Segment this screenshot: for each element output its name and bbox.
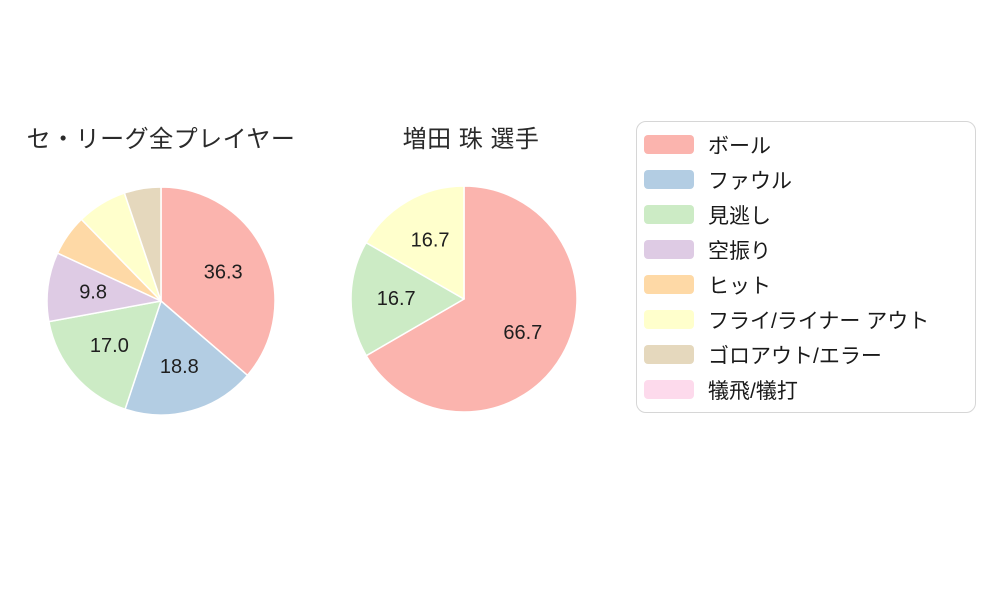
legend-swatch: [644, 135, 694, 154]
legend-item: ボール: [637, 127, 975, 162]
legend-item: ゴロアウト/エラー: [637, 337, 975, 372]
legend-item-label: ボール: [708, 134, 771, 158]
pie-slice-1-0: [365, 185, 578, 413]
legend-item: ヒット: [637, 267, 975, 302]
pie-chart-right: 66.7 16.7 16.7: [350, 185, 578, 413]
legend-swatch: [644, 380, 694, 399]
pie-value-label: 18.8: [160, 356, 199, 378]
legend-item: ファウル: [637, 162, 975, 197]
legend-item: 空振り: [637, 232, 975, 267]
chart-title-left: セ・リーグ全プレイヤー: [26, 126, 296, 153]
legend-swatch: [644, 310, 694, 329]
pie-slice-0-2: [48, 300, 162, 410]
pie-value-label: 16.7: [377, 288, 416, 310]
legend-item-label: フライ/ライナー アウト: [708, 309, 930, 333]
legend-swatch: [644, 240, 694, 259]
legend-swatch: [644, 345, 694, 364]
pie-slice-0-6: [123, 186, 162, 302]
pie-slice-0-0: [160, 186, 276, 377]
pie-value-label: 16.7: [411, 229, 450, 251]
pie-slice-1-1: [350, 241, 465, 357]
legend-item-label: ヒット: [708, 274, 771, 298]
legend-swatch: [644, 205, 694, 224]
legend-item-label: 犠飛/犠打: [708, 379, 798, 403]
pie-chart-left: 36.3 18.8 17.0 9.8: [46, 186, 276, 416]
legend-item-label: ファウル: [708, 169, 792, 193]
legend-item: フライ/ライナー アウト: [637, 302, 975, 337]
legend-swatch: [644, 170, 694, 189]
legend-box: ボール ファウル 見逃し 空振り ヒット フライ/ライナー アウト ゴロアウト/…: [636, 121, 976, 413]
pie-slice-1-2: [365, 185, 465, 300]
pie-slice-0-1: [124, 300, 249, 416]
legend-item-label: 見逃し: [708, 204, 771, 228]
pie-value-label: 66.7: [503, 322, 542, 344]
pie-value-label: 9.8: [79, 281, 107, 303]
legend-item-label: ゴロアウト/エラー: [708, 344, 882, 368]
chart-title-right: 増田 珠 選手: [402, 126, 540, 153]
legend-item-label: 空振り: [708, 239, 771, 263]
legend-swatch: [644, 275, 694, 294]
legend-item: 犠飛/犠打: [637, 372, 975, 407]
pie-value-label: 17.0: [90, 335, 129, 357]
pie-value-label: 36.3: [204, 262, 243, 284]
legend-item: 見逃し: [637, 197, 975, 232]
